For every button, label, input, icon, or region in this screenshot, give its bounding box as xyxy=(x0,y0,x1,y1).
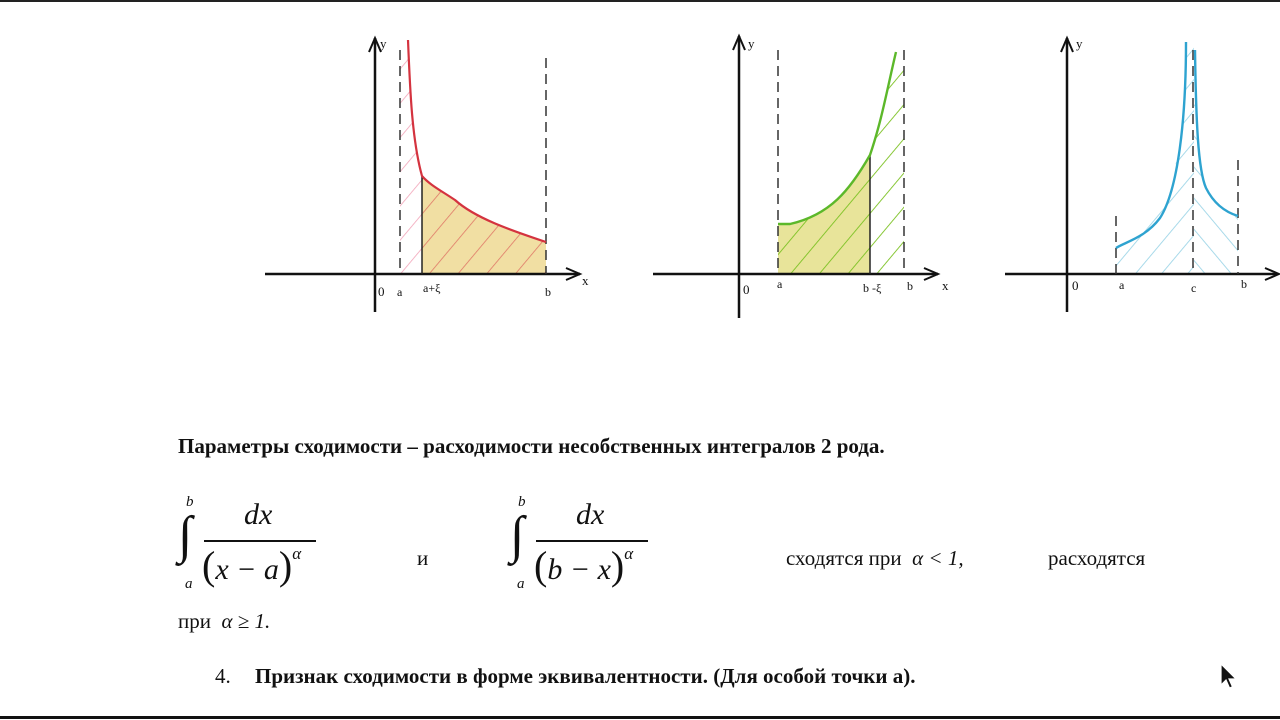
lower-limit: a xyxy=(185,576,193,592)
curve xyxy=(406,39,547,244)
y-arrow xyxy=(732,33,746,51)
origin-label: 0 xyxy=(378,284,385,299)
converge-condition: α < 1, xyxy=(912,546,964,570)
fraction-bar xyxy=(536,540,648,542)
bottom-rule xyxy=(0,716,1280,719)
upper-limit: b xyxy=(186,494,194,510)
diverge-condition: α ≥ 1. xyxy=(221,609,271,633)
integral-formula-2: b ∫ a dx (b − x)α xyxy=(510,492,670,602)
curve-right xyxy=(1193,49,1239,218)
x-arrow xyxy=(565,267,583,281)
denominator: (x − a)α xyxy=(202,543,302,588)
tick-label-a-plus-xi: a+ξ xyxy=(423,281,441,295)
x-arrow xyxy=(923,267,941,281)
top-rule xyxy=(0,0,1280,2)
origin-label: 0 xyxy=(1072,278,1079,293)
graph-left-singularity: y x 0 a a+ξ b xyxy=(265,35,589,312)
region-hatched xyxy=(778,52,904,274)
tick-label-a: a xyxy=(777,277,783,291)
numerator: dx xyxy=(576,498,605,531)
conjunction-and: и xyxy=(417,546,429,570)
item-text: Признак сходимости в форме эквивалентнос… xyxy=(255,664,916,688)
graph-right-singularity: y x 0 a b -ξ b xyxy=(653,33,949,318)
region-right xyxy=(1194,42,1238,274)
diverge-text: расходятся xyxy=(1048,546,1146,570)
item-number: 4. xyxy=(215,664,231,688)
lower-limit: a xyxy=(517,576,525,592)
tick-label-a: a xyxy=(397,285,403,299)
converge-text: сходятся при α < 1, xyxy=(786,546,964,570)
fraction-bar xyxy=(204,540,316,542)
y-label: y xyxy=(1076,36,1083,51)
y-arrow xyxy=(368,35,382,53)
region-near-a xyxy=(400,45,422,274)
tick-label-b: b xyxy=(1241,277,1247,291)
denominator: (b − x)α xyxy=(534,543,634,588)
x-label: x xyxy=(582,273,589,288)
tick-label-b: b xyxy=(545,285,551,299)
y-label: y xyxy=(380,36,387,51)
tick-label-b: b xyxy=(907,279,913,293)
mouse-pointer-icon xyxy=(1220,663,1238,689)
integral-formula-1: b ∫ a dx (x − a)α xyxy=(178,492,338,602)
y-arrow xyxy=(1060,35,1074,53)
y-label: y xyxy=(748,36,755,51)
integral-sign: ∫ xyxy=(510,507,525,564)
curve xyxy=(778,51,898,226)
curve-left xyxy=(1115,41,1188,250)
x-label: x xyxy=(942,278,949,293)
list-item-4: 4. Признак сходимости в форме эквивалентн… xyxy=(215,664,916,689)
graph-interior-singularity: y 0 a c b xyxy=(1005,35,1280,312)
tick-label-c: c xyxy=(1191,281,1196,295)
region-hatched xyxy=(422,176,546,274)
diverge-line: при α ≥ 1. xyxy=(178,609,271,633)
numerator: dx xyxy=(244,498,273,531)
tick-label-a: a xyxy=(1119,278,1125,292)
section-heading: Параметры сходимости – расходимости несо… xyxy=(178,434,885,458)
origin-label: 0 xyxy=(743,282,750,297)
tick-label-b-minus-xi: b -ξ xyxy=(863,281,882,295)
region-left xyxy=(1116,42,1194,274)
x-arrow xyxy=(1264,267,1280,281)
integral-sign: ∫ xyxy=(178,507,193,564)
upper-limit: b xyxy=(518,494,526,510)
